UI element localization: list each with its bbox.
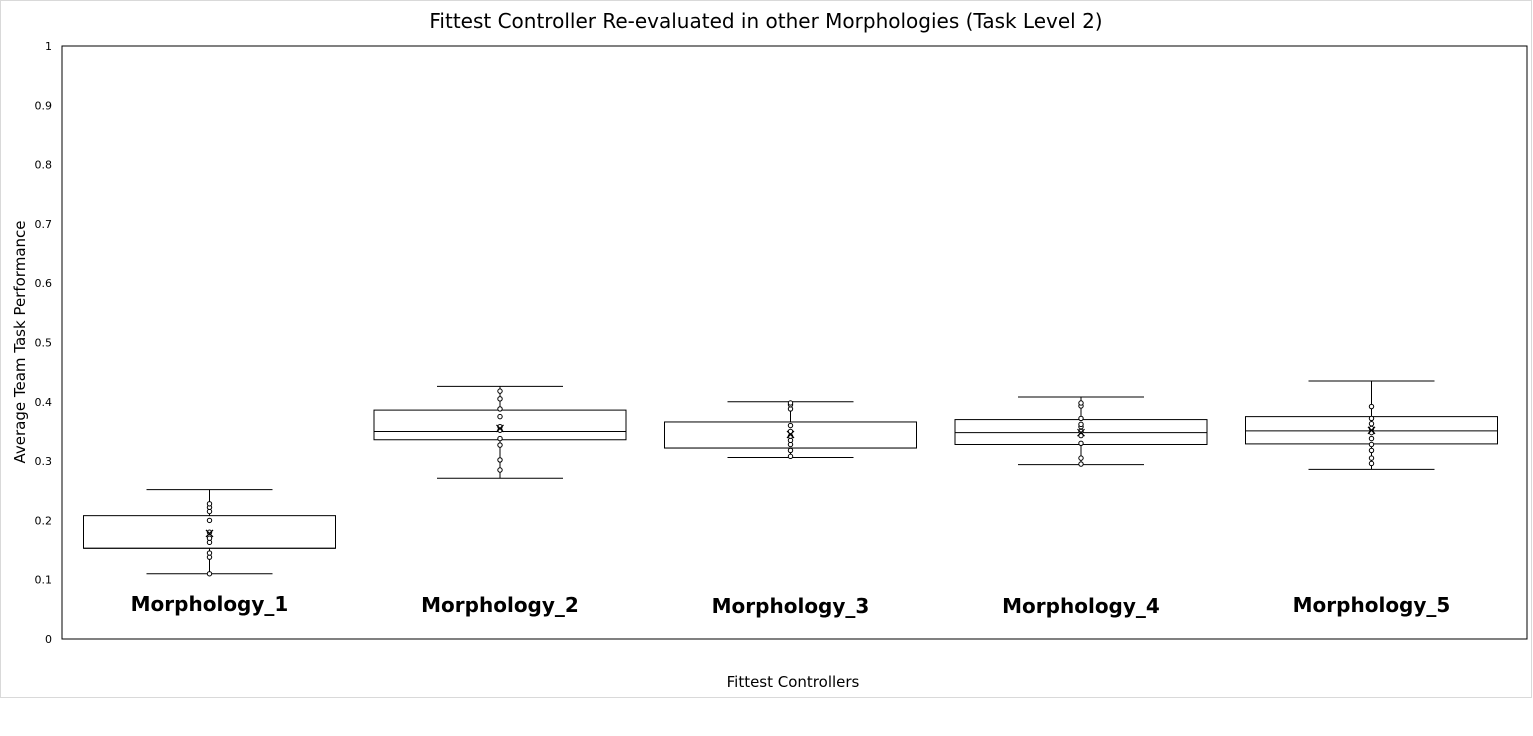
data-point [497,457,503,463]
category-label: Morphology_1 [131,592,289,616]
data-point [497,435,503,442]
category-label: Morphology_5 [1293,593,1451,617]
data-point [1368,415,1375,422]
data-point [1368,421,1375,427]
y-tick-label: 0.2 [35,514,53,527]
x-axis-label: Fittest Controllers [727,673,860,691]
data-point [1078,415,1084,422]
data-point [1368,441,1375,448]
data-point [206,529,213,535]
data-point [497,406,503,412]
data-point [206,550,213,556]
y-tick-label: 0.4 [35,396,53,409]
y-axis-label: Average Team Task Performance [11,221,29,464]
data-point [787,447,794,454]
data-point [787,422,794,429]
mean-marker [496,424,504,433]
y-tick-label: 0.5 [35,337,53,350]
data-point [206,501,213,507]
data-point [1368,403,1375,410]
category-label: Morphology_2 [421,593,579,617]
data-point [1368,455,1375,461]
data-point [1368,447,1375,454]
data-point [787,400,794,406]
data-point [206,571,213,577]
data-point [1078,461,1084,467]
plot-area [61,45,1528,640]
data-point [1368,435,1375,442]
y-tick-label: 0.8 [35,159,53,172]
category-labels: Morphology_1 Morphology_2 Morphology_3 Morp… [131,592,1451,618]
data-point [1078,421,1084,428]
box-5 [1245,380,1498,470]
y-tick-label: 0.1 [35,574,53,587]
y-tick-label: 0.7 [35,218,53,231]
data-point [1368,460,1375,467]
data-point [206,517,213,524]
box-4 [954,396,1208,467]
data-point [497,467,503,473]
data-point [1078,400,1084,406]
mean-marker [786,430,795,439]
mean-marker [1367,426,1376,435]
y-tick-label: 0.9 [35,99,53,112]
y-tick-label: 0 [45,633,52,646]
box-1 [83,489,336,577]
y-axis-ticks: 0 0.1 0.2 0.3 0.4 0.5 0.6 0.7 0.8 0.9 1 [35,40,53,646]
data-point [206,535,213,541]
mean-marker [205,529,214,538]
mean-marker [1077,428,1085,437]
data-point [497,396,503,402]
category-label: Morphology_3 [712,594,870,618]
data-point [497,413,503,420]
data-point [1078,455,1084,461]
chart-title: Fittest Controller Re-evaluated in other… [429,9,1102,33]
data-point [497,388,503,394]
y-tick-label: 1 [45,40,52,53]
box-2 [373,385,627,479]
data-point [497,442,503,448]
data-point [1078,440,1084,447]
y-tick-label: 0.3 [35,455,53,468]
category-label: Morphology_4 [1002,594,1160,618]
y-tick-label: 0.6 [35,277,53,290]
data-point [787,453,794,460]
boxes [83,380,1498,577]
chart-frame [0,0,1532,698]
box-3 [664,400,917,460]
